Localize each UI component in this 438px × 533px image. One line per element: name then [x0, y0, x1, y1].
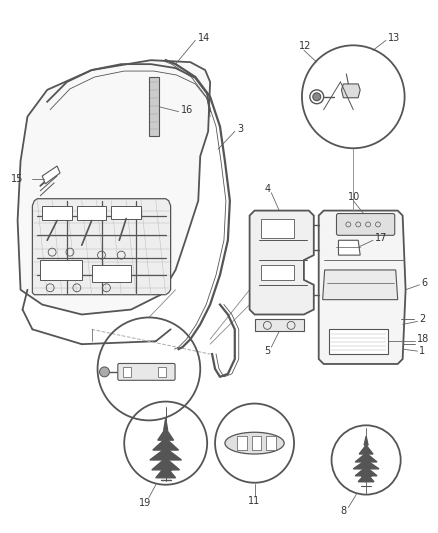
Polygon shape — [328, 329, 388, 354]
Polygon shape — [355, 467, 377, 476]
Polygon shape — [254, 319, 304, 332]
Polygon shape — [149, 77, 159, 136]
Polygon shape — [319, 211, 406, 364]
Text: 4: 4 — [264, 184, 270, 194]
Text: 12: 12 — [299, 42, 311, 51]
Circle shape — [313, 93, 321, 101]
Polygon shape — [92, 265, 131, 282]
Polygon shape — [152, 458, 180, 470]
Polygon shape — [266, 436, 276, 450]
Polygon shape — [150, 448, 181, 460]
Polygon shape — [18, 60, 210, 314]
Polygon shape — [261, 219, 294, 238]
Polygon shape — [42, 206, 72, 221]
Text: 8: 8 — [340, 506, 346, 516]
Text: 19: 19 — [139, 497, 151, 507]
Text: 2: 2 — [420, 314, 426, 325]
Text: 10: 10 — [348, 192, 360, 201]
Polygon shape — [353, 460, 379, 469]
Text: 13: 13 — [388, 34, 400, 43]
Polygon shape — [158, 429, 173, 440]
Polygon shape — [261, 265, 294, 280]
Text: 18: 18 — [417, 334, 430, 344]
Text: 3: 3 — [238, 124, 244, 134]
Polygon shape — [156, 466, 176, 478]
Polygon shape — [339, 240, 360, 255]
Polygon shape — [32, 199, 171, 295]
Text: 15: 15 — [11, 174, 24, 184]
Circle shape — [310, 90, 324, 104]
Polygon shape — [364, 436, 368, 445]
Polygon shape — [359, 445, 373, 454]
Polygon shape — [164, 418, 168, 430]
Polygon shape — [153, 438, 179, 450]
Ellipse shape — [225, 432, 284, 454]
Polygon shape — [77, 206, 106, 221]
Text: 5: 5 — [264, 346, 271, 356]
Circle shape — [99, 367, 110, 377]
Polygon shape — [342, 84, 360, 98]
Text: 6: 6 — [421, 278, 427, 288]
FancyBboxPatch shape — [118, 364, 175, 381]
Text: 16: 16 — [180, 104, 193, 115]
Polygon shape — [158, 367, 166, 377]
Polygon shape — [237, 436, 247, 450]
Polygon shape — [42, 166, 60, 184]
FancyBboxPatch shape — [336, 214, 395, 236]
Text: 1: 1 — [420, 346, 426, 356]
Polygon shape — [358, 473, 374, 482]
Text: 14: 14 — [198, 34, 211, 43]
Polygon shape — [323, 270, 398, 300]
Polygon shape — [355, 453, 377, 462]
Polygon shape — [251, 436, 261, 450]
Polygon shape — [123, 367, 131, 377]
Polygon shape — [250, 211, 314, 314]
Text: 11: 11 — [247, 496, 260, 505]
Polygon shape — [40, 260, 82, 280]
Text: 17: 17 — [375, 233, 387, 243]
Polygon shape — [111, 206, 141, 219]
